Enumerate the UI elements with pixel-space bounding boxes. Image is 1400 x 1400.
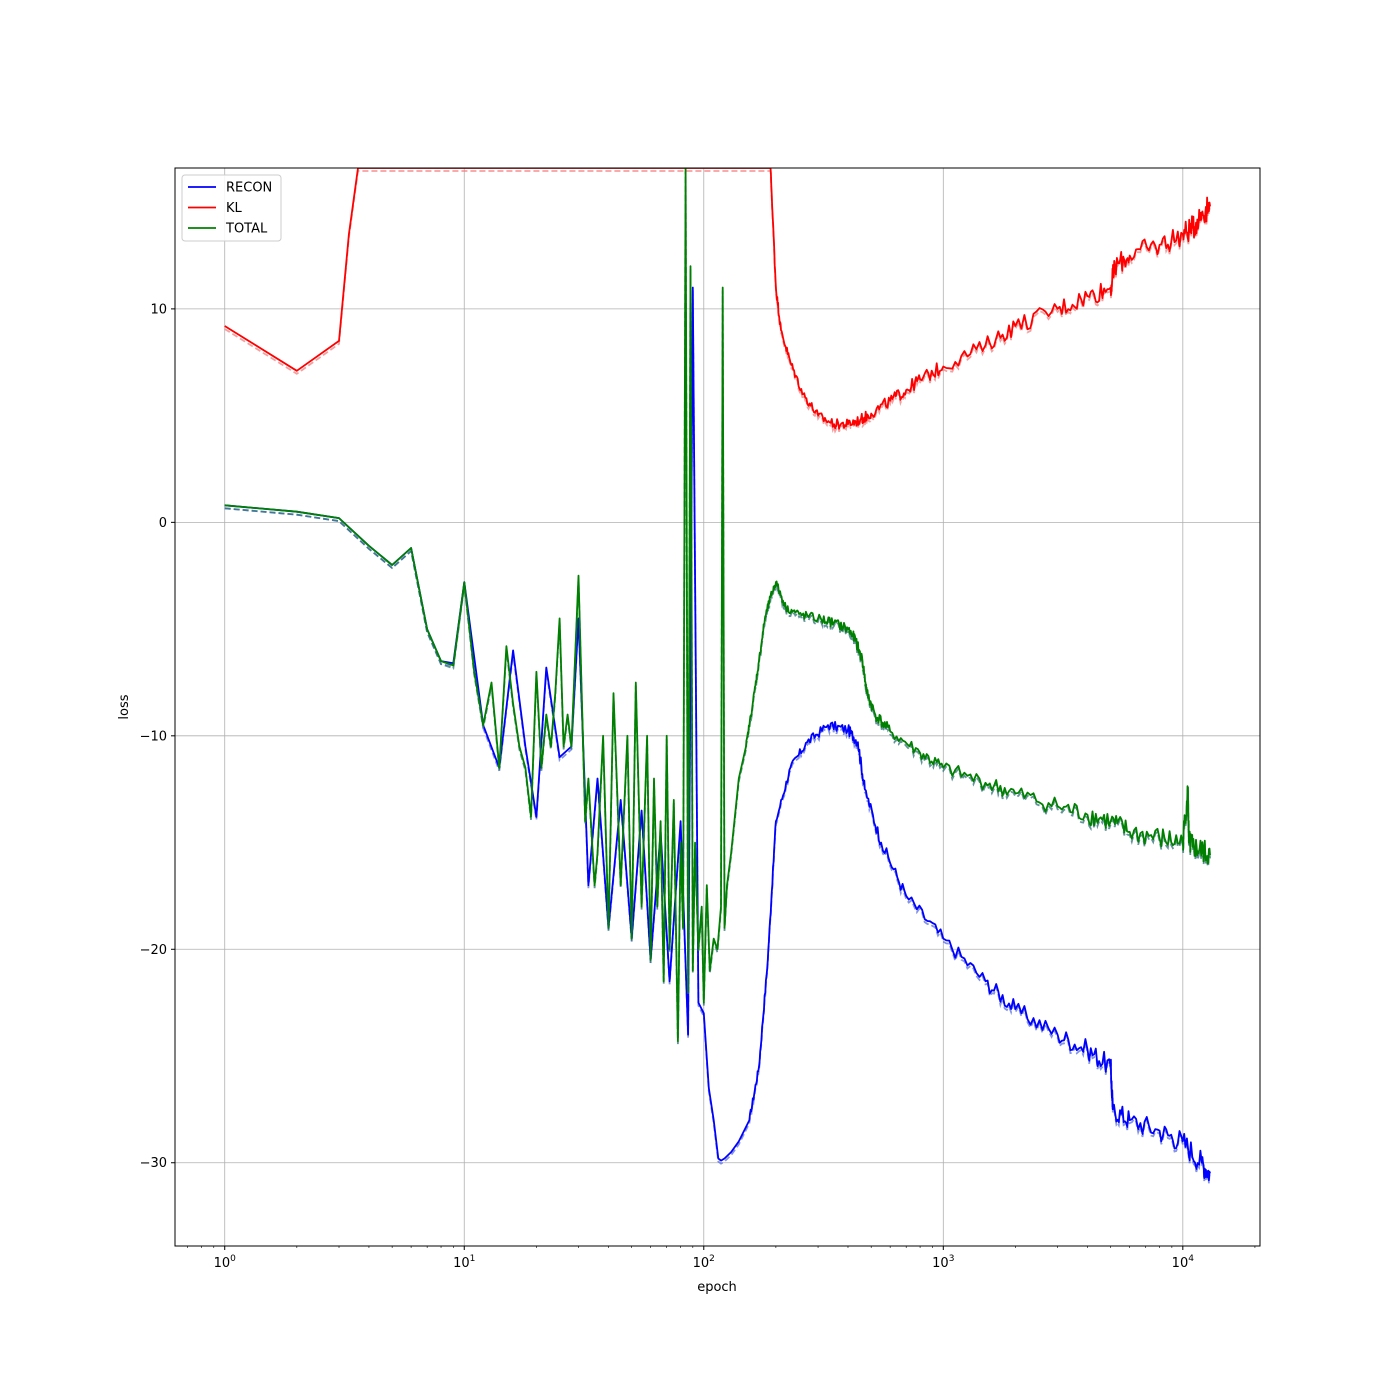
- series-kl-dashed: [224, 170, 1211, 435]
- y-tick-label: −30: [140, 1156, 167, 1171]
- legend-label-kl: KL: [226, 201, 243, 216]
- plot-background: [175, 168, 1260, 1246]
- series-layer: [224, 168, 1211, 1184]
- legend-items: RECON KL TOTAL: [188, 181, 272, 237]
- y-tick-label: 10: [150, 302, 167, 317]
- legend-box: [181, 174, 282, 242]
- legend: RECON KL TOTAL: [181, 174, 282, 242]
- x-tick-label: 103: [932, 1254, 954, 1271]
- legend-label-total: TOTAL: [225, 222, 268, 237]
- y-axis-label: loss: [117, 694, 132, 719]
- series-kl-line: [224, 168, 1211, 430]
- x-tick-label: 101: [453, 1254, 475, 1271]
- y-tick-label: 0: [159, 516, 167, 531]
- series-recon-line: [224, 286, 1211, 1182]
- x-tick-label: 100: [214, 1254, 237, 1271]
- x-axis-label: epoch: [697, 1280, 737, 1295]
- plot-frame: [174, 167, 1261, 1247]
- grid-layer: [175, 168, 1260, 1246]
- y-tick-label: −10: [140, 729, 167, 744]
- x-tick-label: 102: [693, 1254, 715, 1271]
- y-tick-label: −20: [140, 943, 167, 958]
- legend-label-recon: RECON: [226, 181, 272, 196]
- series-total-line: [224, 168, 1211, 1042]
- x-tick-label: 104: [1172, 1254, 1195, 1271]
